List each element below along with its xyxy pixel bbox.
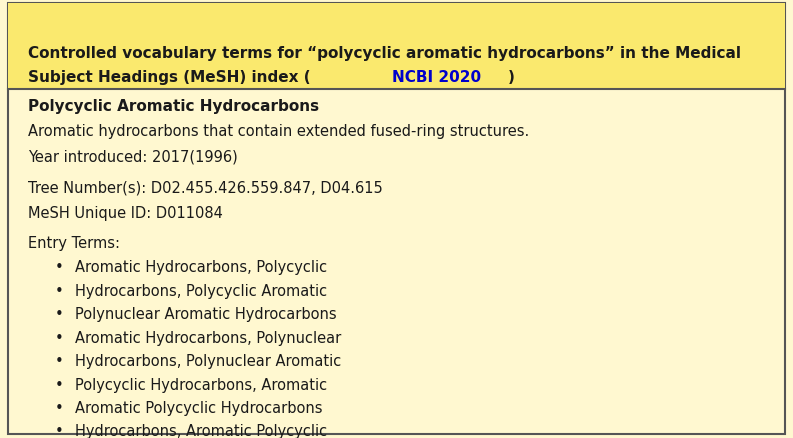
Text: Subject Headings (MeSH) index (: Subject Headings (MeSH) index ( bbox=[28, 70, 310, 85]
Text: Tree Number(s): D02.455.426.559.847, D04.615: Tree Number(s): D02.455.426.559.847, D04… bbox=[28, 180, 382, 195]
Text: Year introduced: 2017(1996): Year introduced: 2017(1996) bbox=[28, 149, 238, 164]
Text: Controlled vocabulary terms for “polycyclic aromatic hydrocarbons” in the Medica: Controlled vocabulary terms for “polycyc… bbox=[28, 46, 741, 61]
Text: •: • bbox=[55, 353, 64, 368]
Text: Hydrocarbons, Polynuclear Aromatic: Hydrocarbons, Polynuclear Aromatic bbox=[75, 353, 342, 368]
Text: Hydrocarbons, Aromatic Polycyclic: Hydrocarbons, Aromatic Polycyclic bbox=[75, 424, 328, 438]
Text: Aromatic hydrocarbons that contain extended fused-ring structures.: Aromatic hydrocarbons that contain exten… bbox=[28, 124, 529, 139]
Text: MeSH Unique ID: D011084: MeSH Unique ID: D011084 bbox=[28, 205, 223, 220]
Text: •: • bbox=[55, 377, 64, 392]
Text: Entry Terms:: Entry Terms: bbox=[28, 236, 120, 251]
Text: Polycyclic Hydrocarbons, Aromatic: Polycyclic Hydrocarbons, Aromatic bbox=[75, 377, 328, 392]
Text: Hydrocarbons, Polycyclic Aromatic: Hydrocarbons, Polycyclic Aromatic bbox=[75, 283, 328, 298]
Text: Aromatic Polycyclic Hydrocarbons: Aromatic Polycyclic Hydrocarbons bbox=[75, 400, 323, 415]
Text: Polynuclear Aromatic Hydrocarbons: Polynuclear Aromatic Hydrocarbons bbox=[75, 307, 337, 321]
Text: •: • bbox=[55, 283, 64, 298]
FancyBboxPatch shape bbox=[8, 4, 785, 90]
Text: •: • bbox=[55, 424, 64, 438]
Text: ): ) bbox=[508, 70, 515, 85]
Text: Polycyclic Aromatic Hydrocarbons: Polycyclic Aromatic Hydrocarbons bbox=[28, 99, 319, 113]
Text: Aromatic Hydrocarbons, Polynuclear: Aromatic Hydrocarbons, Polynuclear bbox=[75, 330, 342, 345]
Text: NCBI 2020: NCBI 2020 bbox=[393, 70, 481, 85]
Text: •: • bbox=[55, 260, 64, 275]
Text: •: • bbox=[55, 400, 64, 415]
Text: •: • bbox=[55, 307, 64, 321]
Text: Aromatic Hydrocarbons, Polycyclic: Aromatic Hydrocarbons, Polycyclic bbox=[75, 260, 328, 275]
Text: •: • bbox=[55, 330, 64, 345]
FancyBboxPatch shape bbox=[8, 4, 785, 434]
